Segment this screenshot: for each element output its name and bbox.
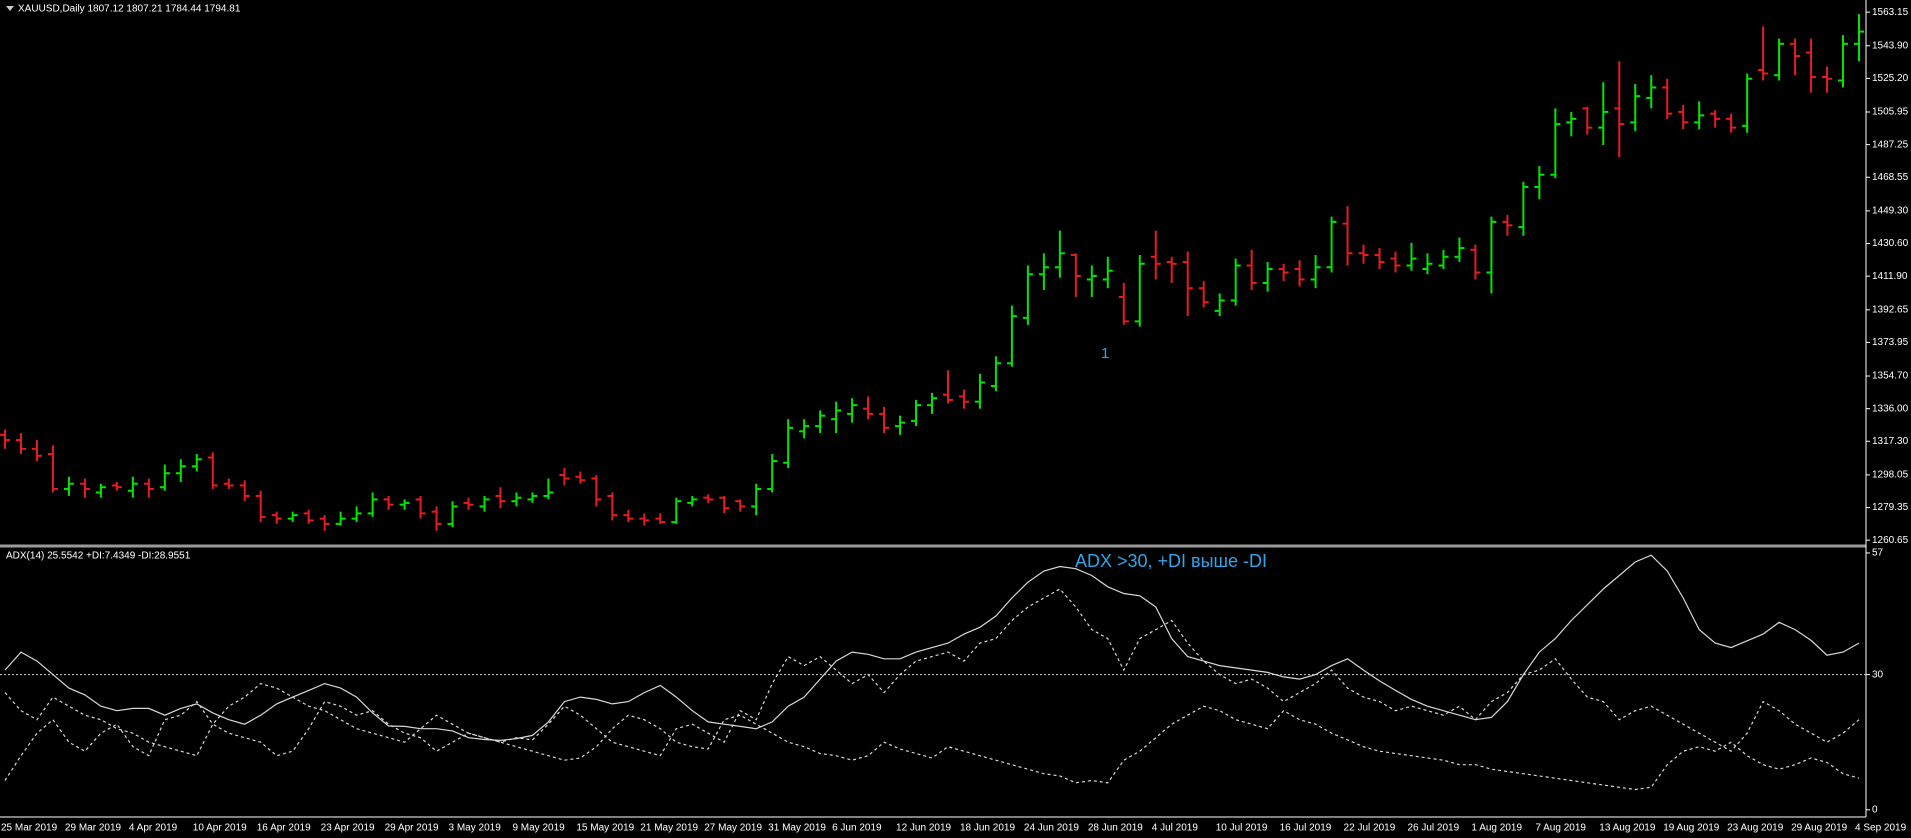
y-tick-label: 1430.60 xyxy=(1872,238,1909,249)
annotation: 1 xyxy=(1101,345,1109,362)
x-tick-label: 19 Aug 2019 xyxy=(1663,823,1720,834)
x-tick-label: 29 Apr 2019 xyxy=(385,823,439,834)
y-tick-label: 1543.90 xyxy=(1872,40,1909,51)
x-tick-label: 22 Jul 2019 xyxy=(1344,823,1396,834)
x-tick-label: 13 Aug 2019 xyxy=(1599,823,1656,834)
x-tick-label: 29 Aug 2019 xyxy=(1791,823,1848,834)
x-tick-label: 4 Apr 2019 xyxy=(129,823,178,834)
indicator-line xyxy=(4,682,1860,791)
y-tick-label: 1449.30 xyxy=(1872,206,1909,217)
y-tick-label: 57 xyxy=(1872,548,1884,559)
y-tick-label: 30 xyxy=(1872,669,1884,680)
y-tick-label: 1354.70 xyxy=(1872,371,1909,382)
y-tick-label: 1468.55 xyxy=(1872,172,1909,183)
x-tick-label: 10 Apr 2019 xyxy=(193,823,247,834)
x-tick-label: 31 May 2019 xyxy=(768,823,826,834)
x-tick-label: 12 Jun 2019 xyxy=(896,823,951,834)
x-tick-label: 23 Aug 2019 xyxy=(1727,823,1784,834)
y-tick-label: 0 xyxy=(1872,804,1878,815)
y-tick-label: 1505.95 xyxy=(1872,107,1909,118)
x-tick-label: 18 Jun 2019 xyxy=(960,823,1015,834)
annotation: ADX >30, +DI выше -DI xyxy=(1075,551,1267,571)
y-tick-label: 1487.25 xyxy=(1872,139,1909,150)
y-tick-label: 1373.95 xyxy=(1872,337,1909,348)
x-tick-label: 3 May 2019 xyxy=(449,823,502,834)
x-tick-label: 16 Apr 2019 xyxy=(257,823,311,834)
y-tick-label: 1392.65 xyxy=(1872,304,1909,315)
indicator-line xyxy=(4,554,1860,742)
x-tick-label: 24 Jun 2019 xyxy=(1024,823,1079,834)
x-tick-label: 16 Jul 2019 xyxy=(1280,823,1332,834)
x-tick-label: 28 Jun 2019 xyxy=(1088,823,1143,834)
x-tick-label: 1 Aug 2019 xyxy=(1471,823,1522,834)
price-title: XAUUSD,Daily 1807.12 1807.21 1784.44 179… xyxy=(18,4,241,15)
y-tick-label: 1279.35 xyxy=(1872,502,1909,513)
x-tick-label: 6 Jun 2019 xyxy=(832,823,882,834)
y-tick-label: 1298.05 xyxy=(1872,470,1909,481)
y-tick-label: 1336.00 xyxy=(1872,403,1909,414)
y-tick-label: 1525.20 xyxy=(1872,73,1909,84)
y-tick-label: 1411.90 xyxy=(1872,271,1908,282)
x-tick-label: 29 Mar 2019 xyxy=(65,823,122,834)
y-tick-label: 1563.15 xyxy=(1872,7,1909,18)
adx-title: ADX(14) 25.5542 +DI:7.4349 -DI:28.9551 xyxy=(6,551,191,562)
menu-arrow[interactable] xyxy=(6,6,14,11)
x-tick-label: 23 Apr 2019 xyxy=(321,823,375,834)
y-tick-label: 1260.65 xyxy=(1872,535,1909,546)
x-tick-label: 26 Jul 2019 xyxy=(1407,823,1459,834)
x-tick-label: 27 May 2019 xyxy=(704,823,762,834)
indicator-line xyxy=(4,588,1860,781)
x-tick-label: 9 May 2019 xyxy=(512,823,565,834)
x-tick-label: 10 Jul 2019 xyxy=(1216,823,1268,834)
x-tick-label: 25 Mar 2019 xyxy=(1,823,58,834)
x-tick-label: 7 Aug 2019 xyxy=(1535,823,1586,834)
y-tick-label: 1317.30 xyxy=(1872,436,1909,447)
x-tick-label: 15 May 2019 xyxy=(576,823,634,834)
x-tick-label: 4 Jul 2019 xyxy=(1152,823,1199,834)
x-tick-label: 4 Sep 2019 xyxy=(1855,823,1907,834)
x-tick-label: 21 May 2019 xyxy=(640,823,698,834)
